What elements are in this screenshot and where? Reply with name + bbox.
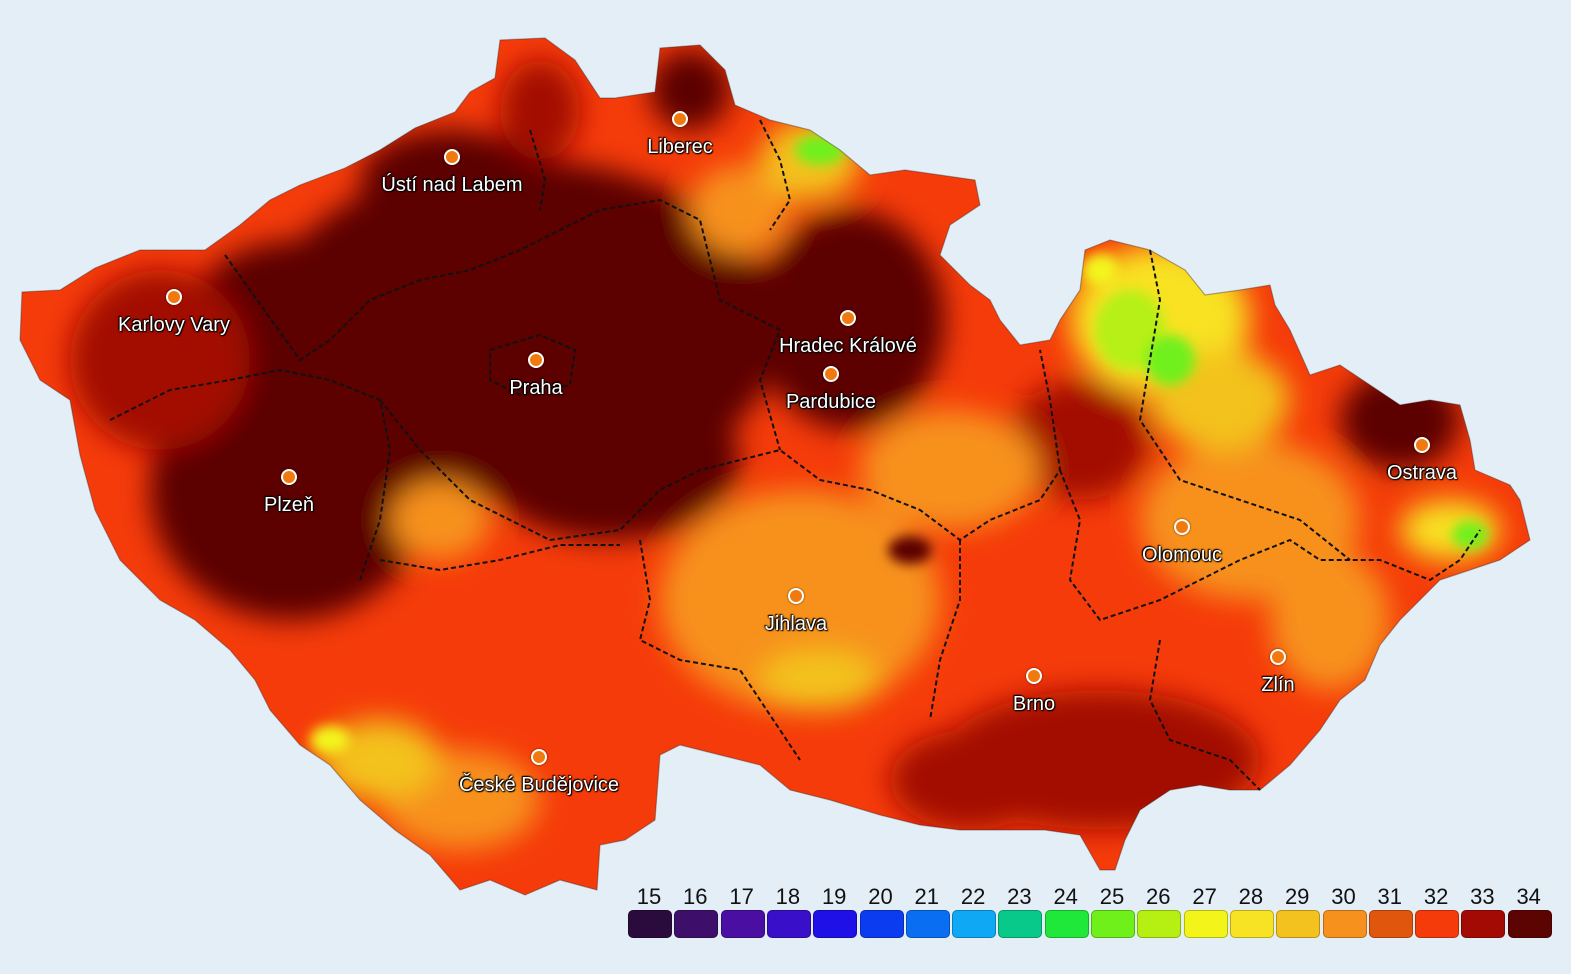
legend-item-32: 32 xyxy=(1414,884,1460,940)
legend-item-28: 28 xyxy=(1229,884,1274,940)
legend-value-27: 27 xyxy=(1192,884,1217,909)
legend-value-31: 31 xyxy=(1377,884,1403,909)
city-dot-hradec-kralove[interactable] xyxy=(840,310,856,326)
legend-swatch-15 xyxy=(628,910,672,938)
city-dot-karlovy-vary[interactable] xyxy=(166,289,182,305)
city-label-olomouc: Olomouc xyxy=(1141,544,1223,566)
legend-value-15: 15 xyxy=(636,884,662,909)
legend-value-29: 29 xyxy=(1284,884,1310,909)
legend-swatch-20 xyxy=(859,910,904,938)
legend-item-29: 29 xyxy=(1275,884,1321,940)
legend-swatch-30 xyxy=(1322,910,1367,938)
legend-swatch-31 xyxy=(1368,910,1413,938)
legend-item-22: 22 xyxy=(951,884,997,940)
legend-value-19: 19 xyxy=(821,884,847,909)
legend-value-28: 28 xyxy=(1238,884,1264,909)
legend-swatch-19 xyxy=(813,910,858,938)
legend-item-17: 17 xyxy=(720,884,765,940)
city-label-ostrava: Ostrava xyxy=(1386,462,1458,484)
city-label-liberec: Liberec xyxy=(647,136,713,158)
legend-item-25: 25 xyxy=(1090,884,1135,940)
city-dot-ostrava[interactable] xyxy=(1414,437,1430,453)
legend-item-30: 30 xyxy=(1322,884,1367,940)
legend-swatch-18 xyxy=(766,910,811,938)
legend-item-27: 27 xyxy=(1183,884,1228,940)
legend-value-33: 33 xyxy=(1470,884,1495,909)
legend-value-30: 30 xyxy=(1331,884,1356,909)
city-label-hradec-kralove: Hradec Králové xyxy=(779,335,917,357)
city-label-zlin: Zlín xyxy=(1261,674,1295,696)
city-label-pardubice: Pardubice xyxy=(785,391,877,413)
legend-value-24: 24 xyxy=(1053,884,1078,909)
legend-swatch-25 xyxy=(1091,910,1135,938)
legend-value-34: 34 xyxy=(1516,884,1541,909)
city-dot-plzen[interactable] xyxy=(281,469,297,485)
legend-value-25: 25 xyxy=(1099,884,1125,909)
legend-swatch-21 xyxy=(905,910,950,938)
legend-value-23: 23 xyxy=(1007,884,1032,909)
legend-value-17: 17 xyxy=(729,884,754,909)
legend-swatch-16 xyxy=(674,910,719,938)
legend-item-24: 24 xyxy=(1044,884,1089,940)
legend-item-20: 20 xyxy=(859,884,904,940)
legend-swatch-27 xyxy=(1183,910,1228,938)
legend-swatch-34 xyxy=(1507,910,1552,938)
city-label-ceske-budejovice: České Budějovice xyxy=(458,774,620,796)
legend-value-21: 21 xyxy=(914,884,940,909)
city-dot-brno[interactable] xyxy=(1026,668,1042,684)
city-label-karlovy-vary: Karlovy Vary xyxy=(118,314,230,336)
legend-value-26: 26 xyxy=(1146,884,1171,909)
city-dot-jihlava[interactable] xyxy=(788,588,804,604)
city-label-usti-nad-labem: Ústí nad Labem xyxy=(381,174,523,196)
city-dot-zlin[interactable] xyxy=(1270,649,1286,665)
legend-item-21: 21 xyxy=(905,884,950,940)
legend-swatch-29 xyxy=(1276,910,1321,938)
city-dot-praha[interactable] xyxy=(528,352,544,368)
legend-swatch-26 xyxy=(1137,910,1182,938)
city-dot-ceske-budejovice[interactable] xyxy=(531,749,547,765)
temperature-legend: 15 16 17 18 19 20 21 22 23 24 25 26 27 28 29 30 31 32 33 34 xyxy=(627,884,1553,940)
legend-value-20: 20 xyxy=(868,884,893,909)
legend-value-32: 32 xyxy=(1423,884,1449,909)
region-borders xyxy=(109,119,1481,791)
legend-swatch-24 xyxy=(1044,910,1089,938)
city-label-brno: Brno xyxy=(1012,693,1056,715)
legend-item-31: 31 xyxy=(1368,884,1413,940)
city-label-plzen: Plzeň xyxy=(263,494,315,516)
legend-swatch-17 xyxy=(720,910,765,938)
legend-value-22: 22 xyxy=(960,884,986,909)
legend-item-34: 34 xyxy=(1507,884,1552,940)
city-label-praha: Praha xyxy=(509,377,563,399)
legend-swatch-28 xyxy=(1229,910,1274,938)
legend-item-19: 19 xyxy=(812,884,858,940)
legend-swatch-32 xyxy=(1415,910,1460,938)
legend-value-18: 18 xyxy=(775,884,801,909)
city-dot-usti-nad-labem[interactable] xyxy=(444,149,460,165)
city-dot-olomouc[interactable] xyxy=(1174,519,1190,535)
legend-item-16: 16 xyxy=(673,884,719,940)
city-dot-pardubice[interactable] xyxy=(823,366,839,382)
legend-value-16: 16 xyxy=(683,884,708,909)
legend-item-33: 33 xyxy=(1460,884,1506,940)
city-label-jihlava: Jihlava xyxy=(764,613,828,635)
legend-item-23: 23 xyxy=(997,884,1043,940)
legend-item-15: 15 xyxy=(627,884,672,940)
legend-item-26: 26 xyxy=(1136,884,1182,940)
legend-swatch-22 xyxy=(952,910,997,938)
city-dot-liberec[interactable] xyxy=(672,111,688,127)
legend-item-18: 18 xyxy=(766,884,811,940)
legend-swatch-23 xyxy=(998,910,1043,938)
legend-swatch-33 xyxy=(1461,910,1506,938)
